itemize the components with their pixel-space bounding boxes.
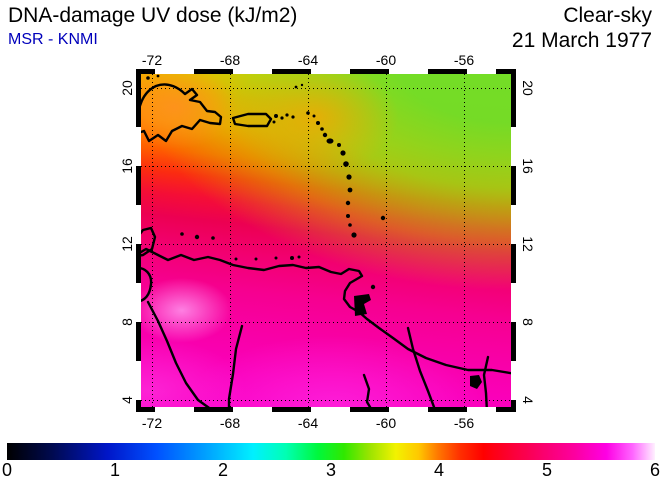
lake-outline bbox=[470, 375, 482, 389]
graticule-parallel bbox=[141, 166, 511, 167]
x-tick-label-bottom: -64 bbox=[297, 415, 319, 431]
colorbar-tick-label: 1 bbox=[109, 460, 120, 480]
graticule-meridian bbox=[308, 74, 309, 407]
map-frame-bottom bbox=[136, 407, 516, 412]
data-source-label: MSR - KNMI bbox=[8, 31, 98, 48]
guajira-coast bbox=[136, 226, 157, 258]
y-tick-label-left: 12 bbox=[119, 236, 135, 252]
island-group bbox=[146, 74, 482, 389]
colorbar-tick-label: 6 bbox=[649, 460, 660, 480]
graticule-meridian bbox=[464, 74, 465, 407]
frame-corner bbox=[511, 69, 516, 74]
graticule-meridian bbox=[152, 74, 153, 407]
map-frame-left bbox=[136, 69, 141, 412]
y-tick-label-left: 20 bbox=[119, 80, 135, 96]
coastline-overlay bbox=[136, 74, 516, 412]
x-tick-label-bottom: -68 bbox=[219, 415, 241, 431]
colorbar-tick-label: 0 bbox=[1, 460, 12, 480]
x-tick-label-top: -72 bbox=[141, 52, 163, 68]
y-tick-label-left: 16 bbox=[119, 158, 135, 174]
graticule-parallel bbox=[141, 400, 511, 401]
y-tick-label-right: 8 bbox=[520, 318, 536, 326]
y-tick-label-right: 12 bbox=[520, 236, 536, 252]
graticule-parallel bbox=[141, 322, 511, 323]
y-tick-label-right: 16 bbox=[520, 158, 536, 174]
x-tick-label-bottom: -72 bbox=[141, 415, 163, 431]
map-panel bbox=[136, 69, 516, 412]
puerto-rico-coast bbox=[231, 112, 273, 128]
x-tick-label-top: -56 bbox=[453, 52, 475, 68]
border-line bbox=[227, 324, 244, 412]
map-frame-right bbox=[511, 69, 516, 412]
x-tick-label-bottom: -56 bbox=[453, 415, 475, 431]
colorbar-tick-label: 3 bbox=[325, 460, 336, 480]
x-tick-label-top: -60 bbox=[375, 52, 397, 68]
uv-dose-field bbox=[141, 74, 511, 407]
y-tick-label-right: 20 bbox=[520, 80, 536, 96]
date-label: 21 March 1977 bbox=[511, 29, 652, 52]
colorbar-tick-label: 2 bbox=[217, 460, 228, 480]
page-title: DNA-damage UV dose (kJ/m2) bbox=[8, 4, 298, 27]
x-tick-label-top: -68 bbox=[219, 52, 241, 68]
colorbar-tick-label: 5 bbox=[541, 460, 552, 480]
trinidad-island bbox=[354, 294, 371, 316]
graticule-parallel bbox=[141, 244, 511, 245]
sky-condition-label: Clear-sky bbox=[563, 4, 652, 27]
map-frame-top bbox=[136, 69, 516, 74]
graticule-parallel bbox=[141, 88, 511, 89]
y-tick-label-left: 8 bbox=[119, 318, 135, 326]
frame-corner bbox=[511, 407, 516, 412]
border-line bbox=[146, 300, 224, 412]
y-tick-label-left: 4 bbox=[119, 396, 135, 404]
x-tick-label-bottom: -60 bbox=[375, 415, 397, 431]
frame-corner bbox=[136, 407, 141, 412]
graticule-meridian bbox=[230, 74, 231, 407]
south-america-coast bbox=[136, 247, 516, 376]
x-tick-label-top: -64 bbox=[297, 52, 319, 68]
graticule-meridian bbox=[386, 74, 387, 407]
border-line bbox=[482, 355, 490, 412]
colorbar-tick-label: 4 bbox=[433, 460, 444, 480]
colorbar bbox=[7, 443, 655, 460]
y-tick-label-right: 4 bbox=[520, 396, 536, 404]
hispaniola-coast bbox=[136, 83, 223, 143]
frame-corner bbox=[136, 69, 141, 74]
